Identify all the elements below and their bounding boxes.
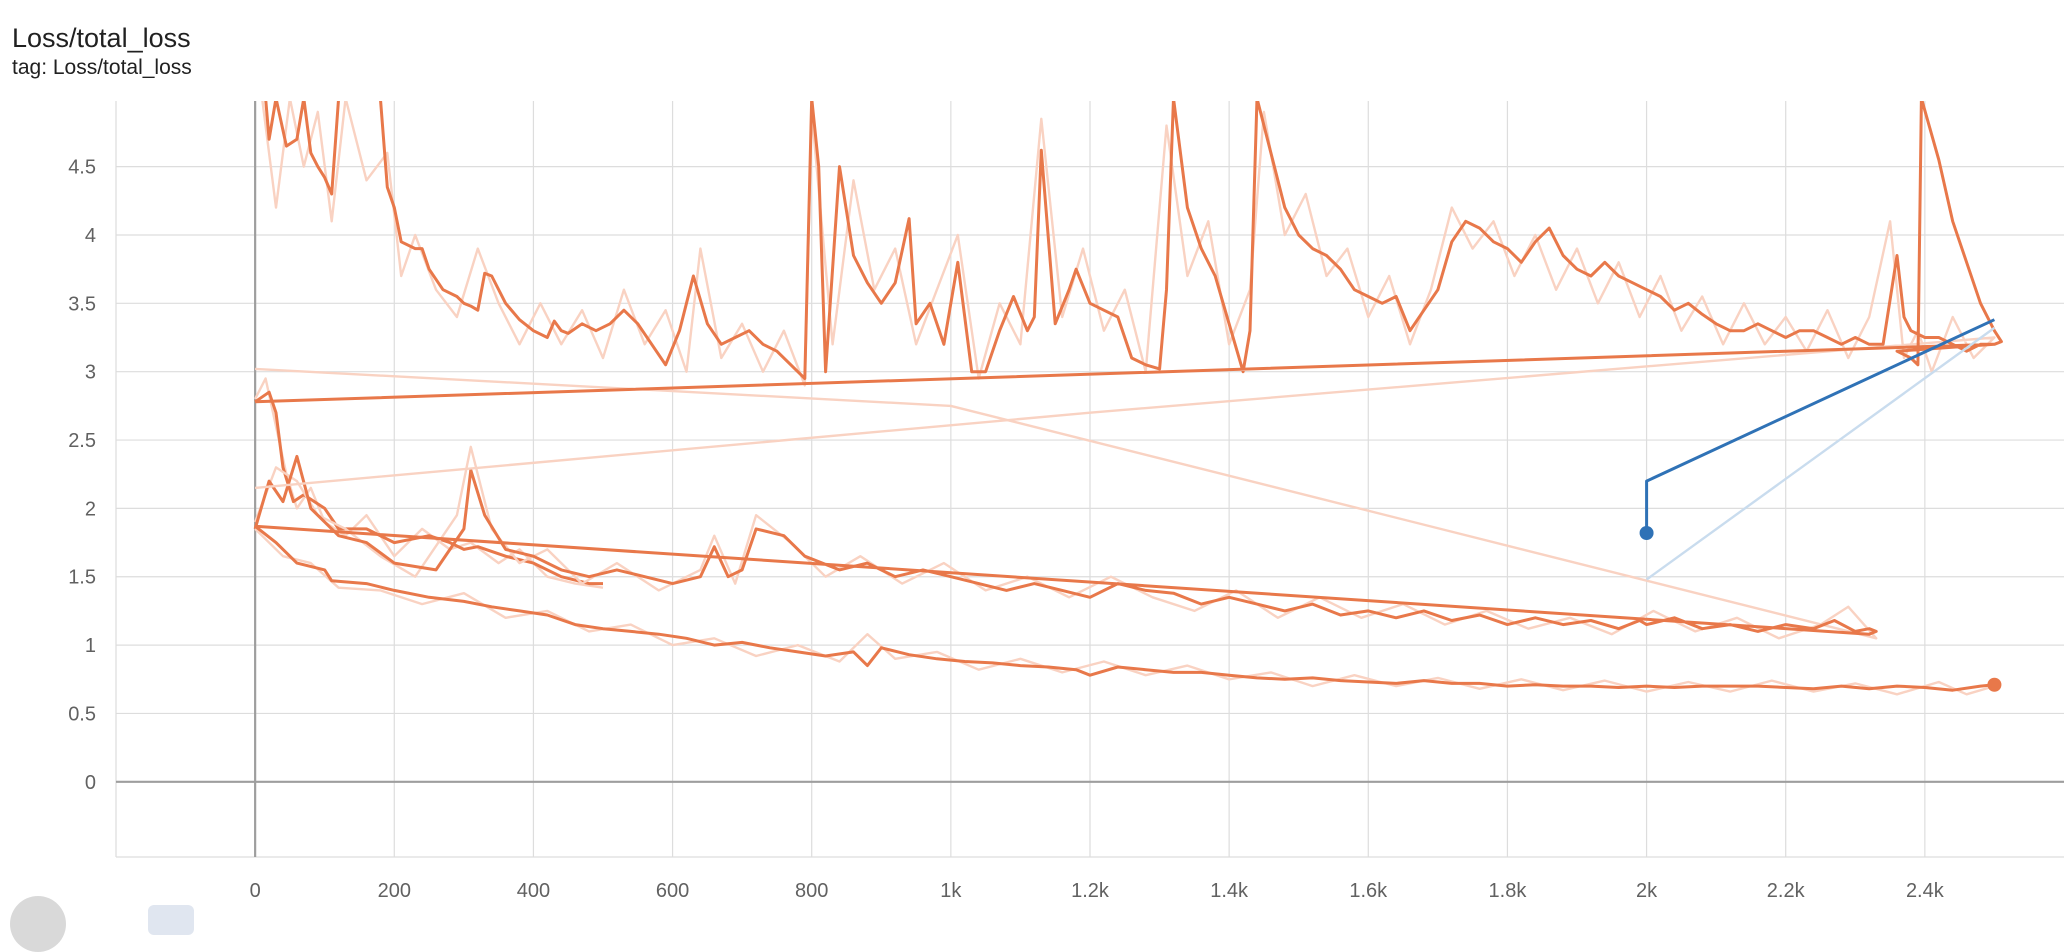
x-tick-label: 1.6k [1349, 880, 1388, 902]
x-tick-label: 0 [250, 880, 261, 902]
y-tick-label: 0.5 [68, 703, 96, 725]
settings-icon[interactable] [10, 896, 66, 952]
card-header: Loss/total_loss tag: Loss/total_loss [12, 22, 192, 81]
x-tick-label: 2k [1636, 880, 1658, 902]
series-layer [253, 101, 2003, 696]
x-tick-label: 1.2k [1071, 880, 1110, 902]
x-tick-label: 200 [378, 880, 411, 902]
y-tick-label: 1.5 [68, 567, 96, 589]
series-1-smoothed-line [253, 454, 1878, 636]
x-tick-label: 1k [940, 880, 962, 902]
y-tick-label: 0 [85, 772, 96, 794]
series-4-smoothed-line [1645, 318, 1996, 533]
y-tick-label: 4 [85, 225, 96, 247]
fit-domain-icon[interactable] [148, 905, 194, 935]
series-0-smoothed-line [254, 390, 603, 586]
axes-layer [115, 101, 2064, 858]
loss-chart[interactable]: 0 200 400 600 800 1k 1.2k 1.4k 1.6k 1.8k 2k 2.2k 2.4… [0, 0, 2072, 916]
series-2-smoothed-line [254, 525, 1995, 692]
y-tick-label: 1 [85, 635, 96, 657]
y-tick-label: 2.5 [68, 430, 96, 452]
series-blue-end-marker [1639, 526, 1654, 540]
y-tick-label: 3.5 [68, 293, 96, 315]
x-tick-label: 2.2k [1767, 880, 1806, 902]
series-2-raw-line [254, 528, 1995, 696]
series-3-raw-line [254, 101, 1996, 490]
grid-layer [116, 101, 2064, 857]
x-tick-label: 1.4k [1210, 880, 1249, 902]
series-3-smoothed-line [255, 101, 2003, 404]
x-tick-label: 400 [517, 880, 550, 902]
series-orange-end-marker [1987, 677, 2002, 692]
x-tick-label: 600 [656, 880, 689, 902]
y-tick-label: 2 [85, 498, 96, 520]
x-tick-label: 1.8k [1489, 880, 1528, 902]
x-tick-label: 2.4k [1906, 880, 1945, 902]
x-tick-label: 800 [795, 880, 828, 902]
tick-label-layer: 0 200 400 600 800 1k 1.2k 1.4k 1.6k 1.8k 2k 2.2k 2.4… [68, 157, 1945, 902]
y-tick-label: 3 [85, 362, 96, 384]
series-1-raw-line [253, 367, 1878, 640]
series-4-raw-line [1645, 326, 1996, 581]
chart-title: Loss/total_loss [12, 23, 191, 53]
y-tick-label: 4.5 [68, 157, 96, 179]
chart-tag: tag: Loss/total_loss [12, 56, 192, 79]
